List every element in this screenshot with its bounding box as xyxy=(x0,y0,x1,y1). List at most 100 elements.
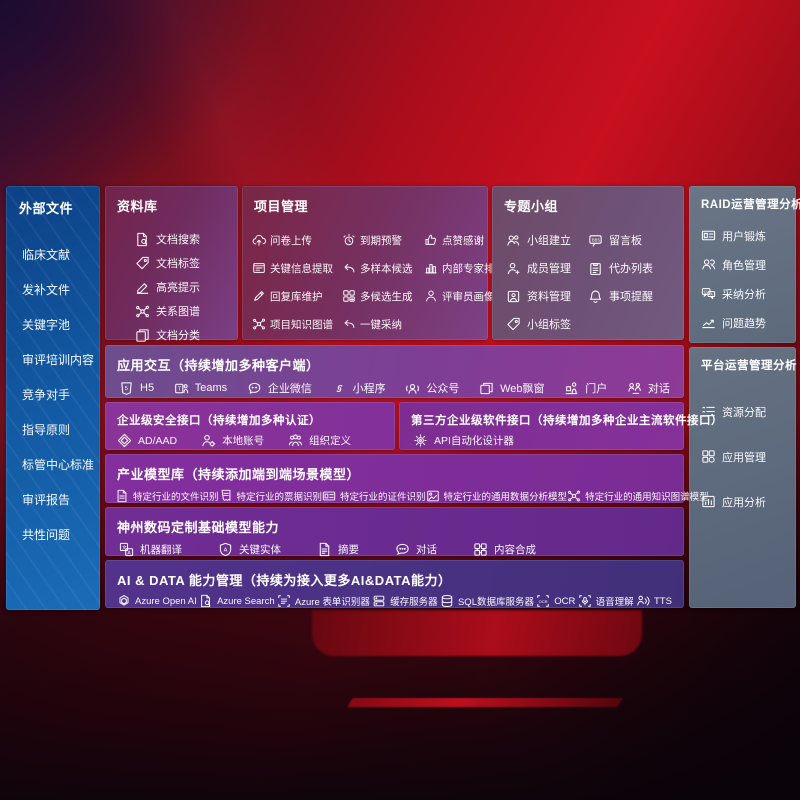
ranking-icon xyxy=(424,261,438,275)
feature-label: Azure Open AI xyxy=(135,595,197,607)
panel-title: 平台运营管理分析 xyxy=(701,360,797,372)
feature-label: 评审员画像 xyxy=(442,290,495,303)
feature-label: Azure Search xyxy=(217,595,275,607)
content-grid-icon xyxy=(473,542,488,557)
feature-label: 语音理解 xyxy=(595,597,634,608)
svg-text:A: A xyxy=(224,548,228,554)
feature-label: 小组标签 xyxy=(527,319,571,331)
feature-label: 特定行业的通用数据分析模型 xyxy=(443,492,568,503)
knowledge-graph-icon xyxy=(252,317,266,331)
feature-label: 多候选生成 xyxy=(360,290,413,303)
feature-item: 多样本候选 xyxy=(342,261,424,276)
feature-item: 对话 xyxy=(627,380,670,396)
feature-label: 用户锻炼 xyxy=(722,230,766,243)
official-account-icon xyxy=(405,381,420,396)
feature-item: BBS 留言板 xyxy=(588,232,670,248)
feature-item: 5 H5 xyxy=(119,381,154,396)
teams-icon: T xyxy=(174,381,189,396)
feature-label: 应用管理 xyxy=(722,451,766,464)
external-file-label: 发补文件 xyxy=(22,283,71,297)
feature-item: 本地账号 xyxy=(201,433,264,448)
feature-label: AD/AAD xyxy=(138,434,178,447)
feature-label: Teams xyxy=(194,382,228,394)
speech-icon xyxy=(578,594,592,608)
cache-server-icon xyxy=(372,594,386,608)
feature-label: 内容合成 xyxy=(494,544,536,556)
feature-item: API自动化设计器 xyxy=(413,433,514,448)
panel-title: 资料库 xyxy=(117,199,158,214)
grid-generate-icon xyxy=(342,289,356,303)
feature-label: 成员管理 xyxy=(527,263,571,275)
feature-item: 资料管理 xyxy=(506,288,588,304)
feature-item: 特定行业的文件识别 xyxy=(115,489,219,503)
feature-item: TTS xyxy=(636,594,672,608)
feature-item: 成员管理 xyxy=(506,260,588,276)
external-file-label: 共性问题 xyxy=(22,528,71,542)
feature-label: 问卷上传 xyxy=(270,234,312,247)
feature-list: Azure Open AI Azure Search Azure 表单识别器 缓… xyxy=(105,593,684,608)
feature-label: SQL数据库服务器 xyxy=(457,597,534,608)
entity-shield-icon: A xyxy=(218,542,233,557)
feature-item: 事项提醒 xyxy=(588,288,670,304)
wechat-work-icon xyxy=(247,381,262,396)
bell-icon xyxy=(588,289,603,304)
feature-label: 一键采纳 xyxy=(360,318,402,331)
feature-list: 小组建立 BBS 留言板 成员管理 代办列表 xyxy=(506,226,670,338)
feature-item: Azure 表单识别器 xyxy=(277,594,370,608)
feature-item: 角色管理 xyxy=(689,250,796,279)
alarm-icon xyxy=(342,233,356,247)
cloud-upload-icon xyxy=(252,233,266,247)
feature-item: 应用管理 xyxy=(689,434,796,479)
row-title: 产业模型库（持续添加端到端场景模型） xyxy=(117,467,361,482)
adopt-arrow-icon xyxy=(342,317,356,331)
certificate-icon xyxy=(322,489,336,503)
feature-label: 文档分类 xyxy=(156,330,200,342)
row-third-party-interfaces: 第三方企业级软件接口（持续增加多种企业主流软件接口） API自动化设计器 xyxy=(399,402,723,450)
feature-item: 语音理解 xyxy=(578,594,634,608)
feature-item: 对话 xyxy=(395,542,437,557)
api-gear-icon xyxy=(413,433,428,448)
feature-list: 问卷上传 到期预警 点赞感谢 关键信息提取 xyxy=(252,226,505,338)
feature-item: 小组建立 xyxy=(506,232,588,248)
row-title: 应用交互（持续增加多种客户端） xyxy=(117,358,320,373)
feature-item: 特定行业的证件识别 xyxy=(322,489,426,503)
feature-label: 门户 xyxy=(585,383,608,395)
external-file-item: 临床文献 xyxy=(6,237,100,272)
feature-item: 内容合成 xyxy=(473,542,536,557)
external-file-list: 临床文献 发补文件 关键字池 审评培训内容 竞争对手 xyxy=(6,237,100,552)
trend-icon xyxy=(701,315,716,330)
feature-item: OCR OCR xyxy=(536,594,575,608)
feature-label: 小程序 xyxy=(352,383,386,395)
feature-label: 角色管理 xyxy=(722,259,766,272)
feature-label: 资源分配 xyxy=(722,406,766,419)
feature-label: 高亮提示 xyxy=(156,282,200,294)
highlighter-icon xyxy=(135,280,150,295)
feature-item: 摘要 xyxy=(317,542,359,557)
group-icon xyxy=(506,233,521,248)
knowledge-graph-icon xyxy=(567,489,581,503)
tag-icon xyxy=(135,256,150,271)
feature-label: 项目知识图谱 xyxy=(270,318,333,331)
panel-title: 专题小组 xyxy=(504,199,559,214)
person-icon xyxy=(424,289,438,303)
external-file-item: 标管中心标准 xyxy=(6,447,100,482)
svg-text:OCR: OCR xyxy=(539,599,548,604)
feature-list: 5 H5 T Teams 企业微信 小程序 xyxy=(105,378,684,396)
feature-label: 特定行业的票据识别 xyxy=(236,492,323,503)
summary-icon xyxy=(317,542,332,557)
feature-item: 特定行业的通用知识图谱模型 xyxy=(567,489,709,503)
feature-label: 特定行业的证件识别 xyxy=(340,492,426,503)
feature-list: 文档搜索 文档标签 高亮提示 关系图谱 xyxy=(135,227,238,347)
external-file-item: 关键字池 xyxy=(6,307,100,342)
feature-label: 摘要 xyxy=(338,544,359,556)
feature-item: 一键采纳 xyxy=(342,317,424,332)
external-file-label: 竞争对手 xyxy=(22,388,71,402)
feature-label: 应用分析 xyxy=(722,496,766,509)
feature-label: 特定行业的文件识别 xyxy=(133,492,219,503)
apps-grid-icon xyxy=(701,449,716,464)
feature-label: 多样本候选 xyxy=(360,262,413,275)
row-industry-models: 产业模型库（持续添加端到端场景模型） 特定行业的文件识别 特定行业的票据识别 特… xyxy=(105,454,709,503)
feature-item: T Teams xyxy=(174,381,227,396)
